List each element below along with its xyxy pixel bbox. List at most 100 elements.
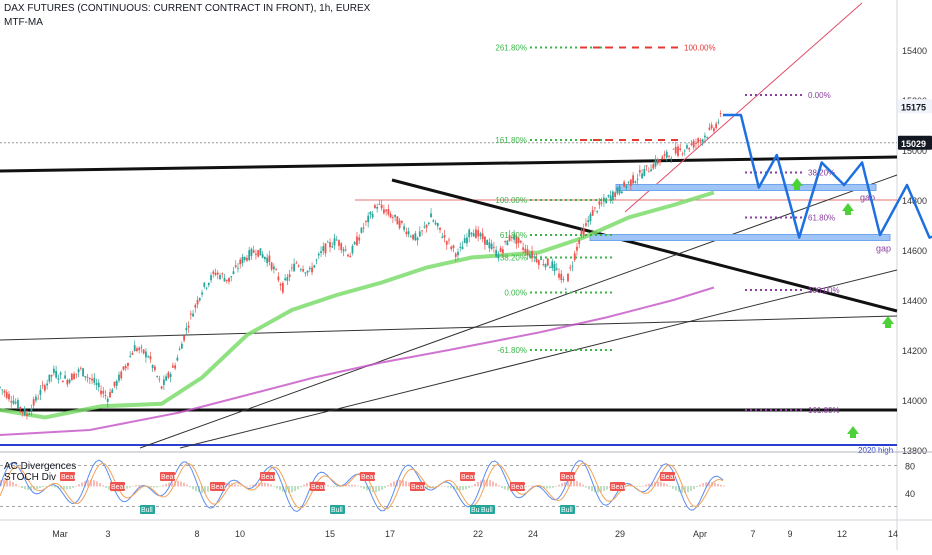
osc-histogram-bar: [201, 486, 203, 493]
osc-histogram-bar: [228, 482, 230, 487]
candle-body: [701, 139, 704, 143]
bear-badge-label: Bear: [161, 474, 176, 481]
candle-body: [614, 192, 617, 197]
osc-histogram-bar: [492, 481, 494, 487]
candle-body: [111, 389, 114, 393]
bear-badge-label: Bear: [511, 484, 526, 491]
candle-body: [609, 195, 612, 202]
candle-body: [288, 274, 291, 278]
x-tick-label: 14: [888, 529, 898, 539]
candle-body: [23, 408, 26, 416]
osc-histogram-bar: [669, 486, 671, 487]
osc-histogram-bar: [399, 479, 401, 487]
candle-body: [385, 209, 388, 212]
candle-body: [508, 235, 511, 241]
candle-body: [567, 273, 569, 282]
bear-badge-label: Bear: [411, 484, 426, 491]
candle-body: [250, 248, 253, 256]
candle-body: [57, 378, 60, 380]
candle-body: [706, 137, 709, 138]
osc-histogram-bar: [354, 484, 356, 487]
candle-body: [542, 263, 545, 265]
candle-body: [396, 216, 399, 225]
osc-histogram-bar: [252, 484, 254, 487]
candle-body: [1, 389, 4, 391]
bear-badge-label: Bear: [661, 474, 676, 481]
candle-body: [506, 240, 509, 246]
bull-badge: [480, 505, 495, 514]
osc-histogram-bar: [555, 486, 557, 487]
price-axis-panel: [897, 0, 932, 550]
osc-histogram-bar: [357, 485, 359, 487]
candle-body: [176, 357, 179, 361]
candle-body: [468, 229, 471, 238]
osc-histogram-bar: [3, 479, 5, 487]
candle-body: [475, 229, 477, 238]
candle-body: [719, 113, 722, 115]
osc-histogram-bar: [24, 486, 26, 490]
candle-body: [497, 254, 500, 259]
osc-histogram-bar: [465, 486, 467, 490]
candle-body: [333, 238, 336, 246]
candle-body: [44, 385, 46, 391]
candle-body: [704, 135, 706, 138]
osc-histogram-bar: [288, 486, 290, 493]
candle-body: [295, 262, 298, 264]
candle-body: [266, 257, 269, 264]
osc-histogram-bar: [720, 484, 722, 487]
gap-band: [615, 184, 877, 191]
candle-body: [77, 369, 80, 373]
osc-histogram-bar: [426, 486, 428, 489]
candle-body: [708, 127, 711, 130]
x-tick-label: 9: [787, 529, 792, 539]
osc-histogram-bar: [447, 486, 449, 488]
y-tick-label: 14400: [902, 296, 927, 306]
fib-green-label: 0.00%: [504, 289, 527, 298]
y-tick-label: 13800: [902, 446, 927, 456]
osc-histogram-bar: [27, 486, 29, 490]
osc-histogram-bar: [462, 486, 464, 491]
candle-body: [234, 265, 237, 268]
candle-body: [225, 279, 228, 281]
osc-histogram-bar: [327, 485, 329, 487]
candle-body: [638, 170, 641, 173]
candle-body: [493, 246, 495, 248]
candle-body: [663, 154, 666, 156]
osc-histogram-bar: [702, 483, 704, 487]
candle-body: [573, 253, 576, 260]
candle-body: [425, 224, 428, 228]
candle-body: [448, 239, 450, 241]
osc-histogram-bar: [606, 486, 608, 490]
candle-body: [564, 288, 567, 290]
osc-histogram-bar: [375, 486, 377, 492]
candle-body: [340, 243, 343, 250]
candle-body: [313, 265, 316, 268]
bear-badge-label: Bear: [461, 474, 476, 481]
indicator-label: MTF-MA: [4, 17, 43, 28]
candle-body: [145, 351, 147, 358]
candle-body: [681, 153, 684, 155]
candles-group: [0, 110, 722, 420]
candle-body: [652, 164, 655, 169]
candle-body: [647, 171, 650, 173]
osc-histogram-bar: [666, 484, 668, 487]
candle-body: [214, 272, 217, 275]
candle-body: [580, 230, 583, 235]
candle-body: [264, 256, 266, 260]
bear-badge: [210, 482, 225, 491]
candle-body: [504, 240, 507, 242]
osc-histogram-bar: [291, 486, 293, 493]
candle-body: [443, 235, 446, 238]
candle-body: [223, 277, 226, 282]
osc-histogram-bar: [165, 483, 167, 487]
candle-body: [21, 411, 24, 413]
osc-histogram-bar: [477, 482, 479, 487]
osc-histogram-bar: [66, 486, 68, 490]
candle-body: [412, 234, 414, 240]
candle-body: [306, 270, 309, 273]
candle-body: [151, 364, 154, 369]
candle-body: [261, 254, 264, 258]
candle-body: [358, 237, 361, 241]
candle-body: [237, 267, 239, 269]
